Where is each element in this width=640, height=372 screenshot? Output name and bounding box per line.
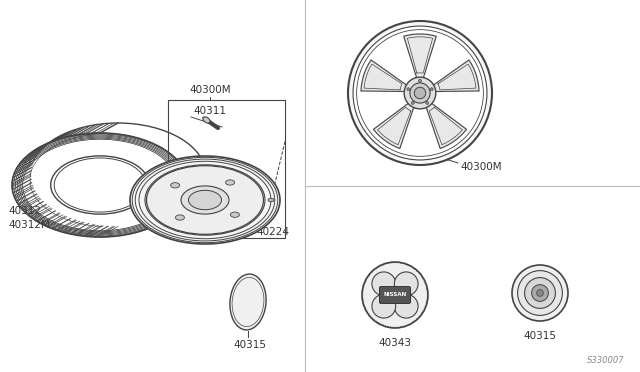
- Text: 40315: 40315: [234, 340, 266, 350]
- Ellipse shape: [532, 285, 548, 301]
- Ellipse shape: [536, 290, 543, 296]
- Text: 40311: 40311: [193, 106, 226, 116]
- Ellipse shape: [412, 102, 414, 104]
- Text: 40343: 40343: [378, 338, 412, 348]
- Ellipse shape: [171, 183, 180, 188]
- Ellipse shape: [268, 198, 274, 202]
- Text: 40312
40312M: 40312 40312M: [8, 206, 50, 230]
- Ellipse shape: [12, 133, 188, 237]
- Ellipse shape: [512, 265, 568, 321]
- Bar: [168, 100, 285, 238]
- Ellipse shape: [407, 88, 410, 91]
- Ellipse shape: [394, 294, 418, 318]
- Polygon shape: [361, 60, 408, 92]
- Polygon shape: [426, 103, 467, 148]
- Ellipse shape: [203, 117, 210, 123]
- Text: 40300M: 40300M: [460, 162, 502, 172]
- Ellipse shape: [147, 166, 264, 234]
- Ellipse shape: [348, 21, 492, 165]
- Text: S330007: S330007: [588, 356, 625, 365]
- Polygon shape: [404, 34, 436, 79]
- Text: NISSAN: NISSAN: [383, 292, 406, 298]
- Ellipse shape: [362, 262, 428, 328]
- Polygon shape: [374, 103, 414, 148]
- Ellipse shape: [130, 156, 280, 244]
- Ellipse shape: [181, 186, 229, 214]
- Text: 40300M: 40300M: [189, 85, 231, 95]
- Ellipse shape: [419, 79, 421, 82]
- Ellipse shape: [426, 102, 429, 104]
- Ellipse shape: [372, 272, 396, 296]
- Ellipse shape: [525, 278, 556, 308]
- Ellipse shape: [175, 215, 184, 220]
- Polygon shape: [433, 60, 479, 92]
- FancyBboxPatch shape: [380, 286, 410, 304]
- Ellipse shape: [353, 26, 487, 160]
- Ellipse shape: [189, 190, 221, 210]
- Ellipse shape: [230, 212, 239, 217]
- Ellipse shape: [518, 270, 563, 315]
- Ellipse shape: [356, 30, 483, 156]
- Ellipse shape: [414, 87, 426, 99]
- Ellipse shape: [410, 83, 430, 103]
- Text: 40224: 40224: [256, 227, 289, 237]
- Ellipse shape: [394, 272, 418, 296]
- Ellipse shape: [404, 77, 436, 109]
- Ellipse shape: [230, 274, 266, 330]
- Text: 40315: 40315: [524, 331, 557, 341]
- Ellipse shape: [372, 294, 396, 318]
- Ellipse shape: [430, 88, 433, 91]
- Ellipse shape: [225, 180, 235, 185]
- Ellipse shape: [51, 156, 149, 214]
